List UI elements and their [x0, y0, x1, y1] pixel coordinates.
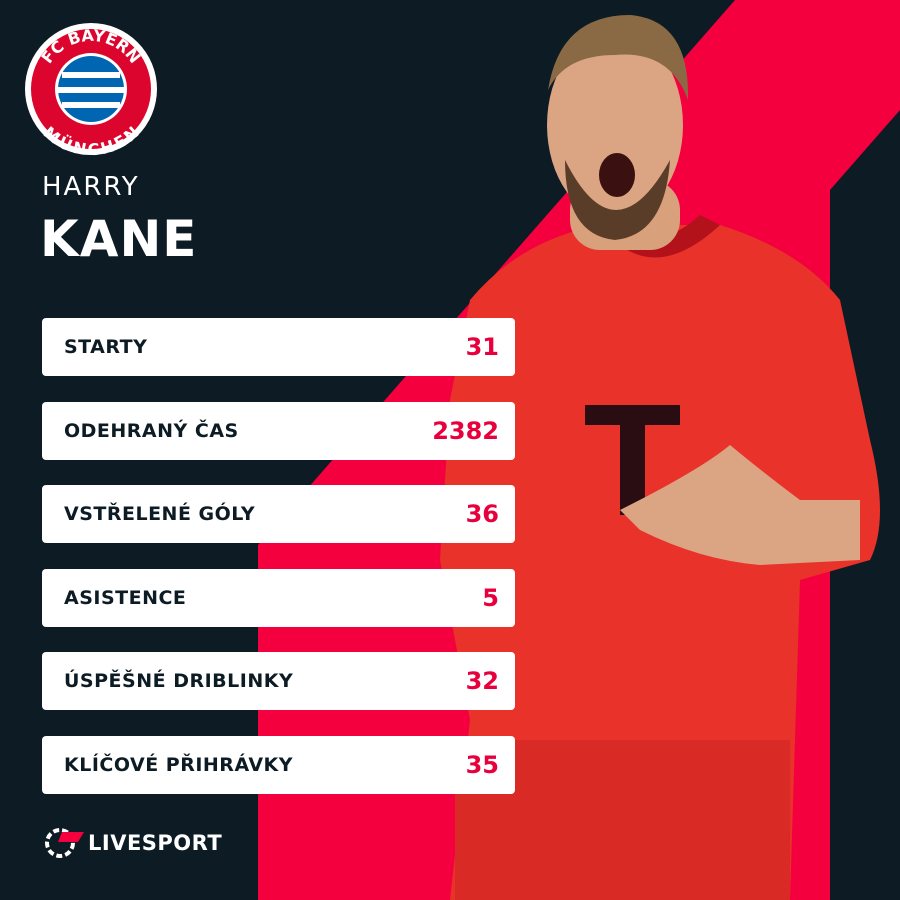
stat-value: 32: [465, 667, 499, 695]
brand: LIVESPORT: [88, 831, 223, 855]
stat-value: 2382: [432, 416, 499, 445]
stat-value: 35: [465, 750, 499, 779]
stat-label: ÚSPĚŠNÉ DRIBLINKY: [64, 670, 294, 692]
stat-value: 5: [482, 583, 499, 612]
stat-label: KLÍČOVÉ PŘIHRÁVKY: [64, 753, 294, 776]
stat-label: ASISTENCE: [64, 586, 187, 609]
stat-row: VSTŘELENÉ GÓLY 36: [42, 485, 515, 543]
first-name: HARRY: [42, 172, 140, 202]
stat-value: 31: [465, 333, 499, 361]
stat-label: STARTY: [64, 336, 148, 358]
stat-row: ODEHRANÝ ČAS 2382: [42, 401, 515, 460]
stat-label: VSTŘELENÉ GÓLY: [64, 503, 256, 525]
last-name: KANE: [40, 210, 198, 268]
stat-value: 36: [465, 500, 499, 528]
stat-row: STARTY 31: [42, 318, 515, 376]
club-logo: FC BAYERN MÜNCHEN: [25, 23, 157, 159]
stat-row: KLÍČOVÉ PŘIHRÁVKY 35: [42, 735, 515, 794]
stat-label: ODEHRANÝ ČAS: [64, 419, 239, 442]
player-figure: [440, 15, 880, 900]
stat-row: ÚSPĚŠNÉ DRIBLINKY 32: [42, 652, 515, 710]
stat-row: ASISTENCE 5: [42, 568, 515, 627]
brand-icon: [45, 828, 84, 858]
